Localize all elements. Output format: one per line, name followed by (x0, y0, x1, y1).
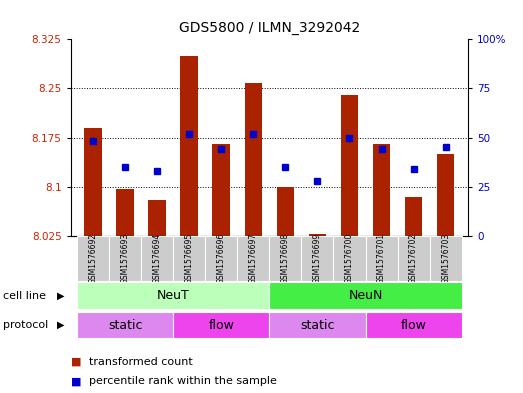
Bar (269, 312, 366, 338)
Bar (429, 236, 462, 281)
Bar (109, 236, 141, 281)
Text: GSM1576693: GSM1576693 (121, 233, 130, 284)
Bar (397, 236, 429, 281)
Bar (277, 187, 294, 236)
Bar (405, 196, 423, 236)
Text: GSM1576701: GSM1576701 (377, 233, 386, 284)
Bar (84, 128, 102, 236)
Bar (180, 56, 198, 236)
Text: flow: flow (401, 319, 427, 332)
Text: NeuT: NeuT (157, 289, 189, 302)
Bar (244, 83, 262, 236)
Bar (309, 235, 326, 236)
Title: GDS5800 / ILMN_3292042: GDS5800 / ILMN_3292042 (179, 22, 360, 35)
Bar (269, 283, 462, 309)
Text: GSM1576696: GSM1576696 (217, 233, 226, 284)
Text: ▶: ▶ (56, 320, 64, 330)
Bar (173, 312, 269, 338)
Bar (205, 236, 237, 281)
Bar (77, 236, 109, 281)
Text: protocol: protocol (3, 320, 48, 330)
Bar (301, 236, 334, 281)
Text: GSM1576703: GSM1576703 (441, 233, 450, 284)
Text: GSM1576698: GSM1576698 (281, 233, 290, 284)
Text: GSM1576694: GSM1576694 (153, 233, 162, 284)
Text: transformed count: transformed count (89, 356, 192, 367)
Text: GSM1576692: GSM1576692 (88, 233, 98, 284)
Bar (269, 236, 301, 281)
Bar (116, 189, 134, 236)
Text: percentile rank within the sample: percentile rank within the sample (89, 376, 277, 386)
Bar (141, 236, 173, 281)
Bar (149, 200, 166, 236)
Text: flow: flow (208, 319, 234, 332)
Bar (366, 236, 397, 281)
Text: static: static (108, 319, 142, 332)
Text: static: static (300, 319, 335, 332)
Text: ▶: ▶ (56, 291, 64, 301)
Bar (77, 312, 173, 338)
Text: GSM1576700: GSM1576700 (345, 233, 354, 284)
Bar (237, 236, 269, 281)
Bar (366, 312, 462, 338)
Bar (373, 144, 390, 236)
Text: ■: ■ (71, 356, 81, 367)
Text: GSM1576695: GSM1576695 (185, 233, 194, 284)
Bar (437, 154, 454, 236)
Bar (212, 144, 230, 236)
Bar (77, 283, 269, 309)
Text: GSM1576699: GSM1576699 (313, 233, 322, 284)
Text: NeuN: NeuN (348, 289, 383, 302)
Text: GSM1576702: GSM1576702 (409, 233, 418, 284)
Bar (340, 95, 358, 236)
Text: GSM1576697: GSM1576697 (249, 233, 258, 284)
Bar (334, 236, 366, 281)
Text: ■: ■ (71, 376, 81, 386)
Text: cell line: cell line (3, 291, 46, 301)
Bar (173, 236, 205, 281)
